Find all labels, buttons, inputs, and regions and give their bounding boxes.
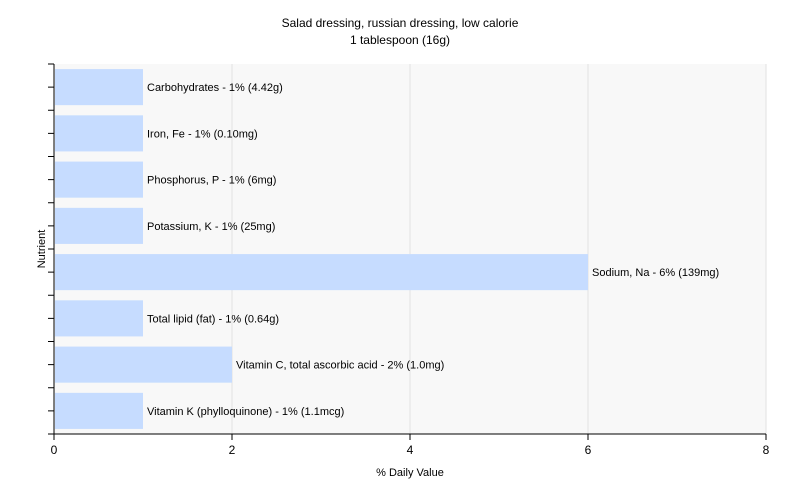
x-ticks: 0 2 4 6 8 bbox=[51, 434, 770, 457]
x-tick-label: 8 bbox=[763, 443, 770, 457]
x-tick-label: 0 bbox=[51, 443, 58, 457]
bar bbox=[55, 300, 143, 337]
x-axis-label: % Daily Value bbox=[376, 467, 444, 479]
bar-label: Sodium, Na - 6% (139mg) bbox=[592, 267, 719, 279]
bar-label: Potassium, K - 1% (25mg) bbox=[147, 221, 275, 233]
bar bbox=[55, 207, 143, 244]
bar bbox=[55, 115, 143, 152]
x-tick-label: 4 bbox=[407, 443, 414, 457]
bar-label: Iron, Fe - 1% (0.10mg) bbox=[147, 128, 258, 140]
bar-label: Total lipid (fat) - 1% (0.64g) bbox=[147, 313, 279, 325]
y-axis-label: Nutrient bbox=[36, 230, 48, 269]
bar-label: Vitamin K (phylloquinone) - 1% (1.1mcg) bbox=[147, 406, 344, 418]
bar bbox=[55, 161, 143, 198]
bar bbox=[55, 69, 143, 106]
bar bbox=[55, 254, 588, 291]
bar bbox=[55, 346, 232, 383]
x-tick-label: 2 bbox=[229, 443, 236, 457]
bar bbox=[55, 392, 143, 429]
bar-label: Vitamin C, total ascorbic acid - 2% (1.0… bbox=[236, 360, 444, 372]
bars: Carbohydrates - 1% (4.42g) Iron, Fe - 1% … bbox=[55, 69, 719, 429]
chart-subtitle: 1 tablespoon (16g) bbox=[350, 33, 450, 47]
bar-label: Carbohydrates - 1% (4.42g) bbox=[147, 82, 283, 94]
bar-label: Phosphorus, P - 1% (6mg) bbox=[147, 175, 276, 187]
chart-title: Salad dressing, russian dressing, low ca… bbox=[282, 16, 519, 30]
x-tick-label: 6 bbox=[585, 443, 592, 457]
